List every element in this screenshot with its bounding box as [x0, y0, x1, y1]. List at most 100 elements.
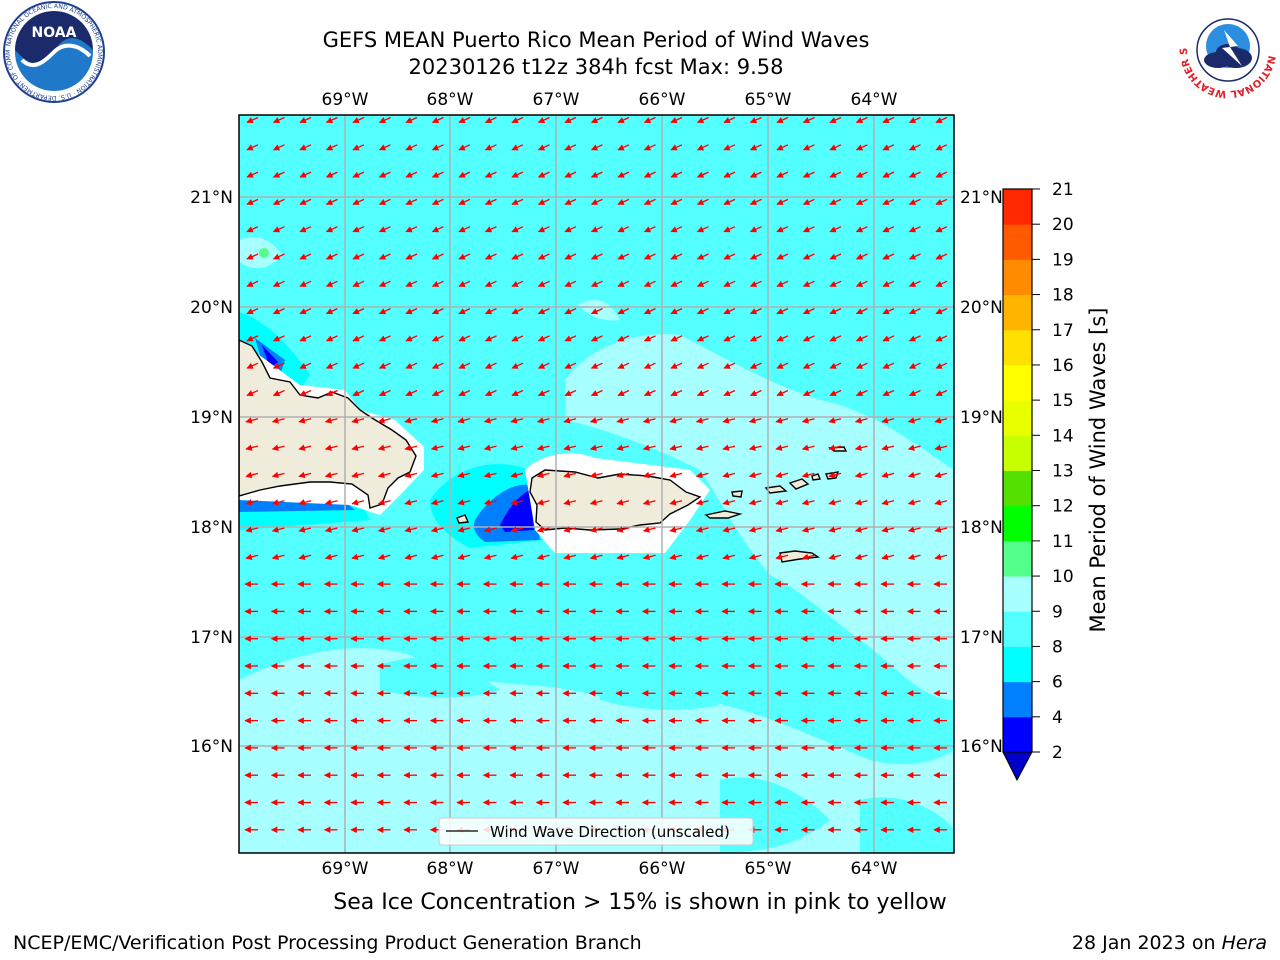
- wave-direction-arrow: [352, 198, 365, 205]
- wave-direction-arrow: [325, 335, 338, 342]
- wave-direction-arrow: [590, 280, 603, 287]
- colorbar-tick-label: 8: [1052, 637, 1063, 657]
- wave-direction-arrow: [642, 444, 656, 451]
- wave-direction-arrow: [272, 308, 285, 315]
- wave-direction-arrow: [617, 171, 630, 178]
- wave-direction-arrow: [643, 280, 656, 287]
- colorbar-tick-label: 10: [1052, 567, 1074, 587]
- wave-direction-arrow: [695, 526, 709, 533]
- wave-direction-arrow: [537, 198, 550, 205]
- colorbar-tick-label: 19: [1052, 250, 1074, 270]
- wave-direction-arrow: [616, 526, 630, 533]
- wave-direction-arrow: [483, 553, 497, 561]
- wave-direction-arrow: [854, 417, 868, 424]
- wave-direction-arrow: [882, 253, 895, 260]
- colorbar-tick-label: 11: [1052, 532, 1074, 552]
- colorbar-cell: [1003, 294, 1032, 331]
- wave-direction-arrow: [855, 308, 868, 315]
- wave-direction-arrow: [458, 362, 471, 369]
- wave-direction-arrow: [537, 362, 550, 369]
- wave-direction-arrow: [696, 389, 709, 397]
- wave-direction-arrow: [404, 444, 418, 451]
- wave-direction-arrow: [776, 226, 789, 233]
- wave-direction-arrow: [511, 198, 524, 205]
- wave-direction-arrow: [722, 471, 736, 479]
- wave-direction-arrow: [617, 226, 630, 233]
- wave-direction-arrow: [749, 116, 762, 124]
- wave-direction-arrow: [246, 253, 259, 260]
- wave-direction-arrow: [325, 144, 338, 151]
- wave-direction-arrow: [617, 198, 630, 205]
- wave-direction-arrow: [617, 389, 630, 397]
- wave-direction-arrow: [458, 144, 471, 151]
- lon-label-bottom: 64°W: [851, 859, 898, 879]
- wave-direction-arrow: [324, 417, 338, 424]
- wave-direction-arrow: [564, 116, 577, 124]
- wave-direction-arrow: [935, 335, 948, 342]
- wave-direction-arrow: [670, 171, 683, 178]
- wave-direction-arrow: [881, 553, 895, 561]
- wave-direction-arrow: [776, 198, 789, 205]
- wave-direction-arrow: [563, 526, 577, 533]
- wave-direction-arrow: [377, 471, 391, 479]
- wave-direction-arrow: [589, 499, 603, 506]
- wave-direction-arrow: [828, 417, 842, 424]
- lat-label-left: 19°N: [190, 408, 233, 428]
- wave-direction-arrow: [377, 499, 391, 506]
- wave-direction-arrow: [881, 499, 895, 506]
- wave-direction-arrow: [378, 335, 391, 342]
- wave-direction-arrow: [882, 116, 895, 124]
- wave-direction-arrow: [564, 308, 577, 315]
- wind-wave-arrows: [244, 116, 948, 834]
- wave-direction-arrow: [723, 198, 736, 205]
- footer-date-text: 28 Jan 2023 on: [1071, 932, 1222, 954]
- wave-direction-arrow: [590, 308, 603, 315]
- wave-direction-arrow: [696, 171, 709, 178]
- wave-direction-arrow: [563, 417, 577, 424]
- wave-direction-arrow: [828, 526, 842, 533]
- wave-direction-arrow: [801, 417, 815, 424]
- wave-direction-arrow: [378, 362, 391, 369]
- wave-direction-arrow: [935, 116, 948, 124]
- period-9-10s-spot: [259, 248, 269, 258]
- wave-direction-arrow: [829, 198, 842, 205]
- wave-direction-arrow: [696, 144, 709, 151]
- wave-direction-arrow: [802, 116, 815, 124]
- lon-label-top: 67°W: [533, 90, 580, 110]
- wave-direction-arrow: [589, 471, 603, 479]
- wave-direction-arrow: [246, 116, 259, 124]
- wave-direction-arrow: [271, 444, 285, 451]
- wave-direction-arrow: [802, 335, 815, 342]
- wave-direction-arrow: [907, 499, 921, 506]
- wave-direction-arrow: [802, 144, 815, 151]
- wave-direction-arrow: [325, 362, 338, 369]
- lon-label-bottom: 68°W: [427, 859, 474, 879]
- wave-direction-arrow: [882, 335, 895, 342]
- wave-direction-arrow: [723, 280, 736, 287]
- period-under-2s-regions: [262, 345, 534, 532]
- wave-direction-arrow: [616, 444, 630, 451]
- wave-direction-arrow: [511, 362, 524, 369]
- wave-direction-arrow: [907, 471, 921, 479]
- wave-direction-arrow: [935, 171, 948, 178]
- wave-direction-arrow: [430, 471, 444, 479]
- wave-direction-arrow: [352, 335, 365, 342]
- colorbar-cell: [1003, 364, 1032, 401]
- wave-direction-arrow: [723, 144, 736, 151]
- wave-direction-arrow: [324, 471, 338, 479]
- map-plot-area: Wind Wave Direction (unscaled): [239, 115, 954, 853]
- wave-direction-arrow: [564, 389, 577, 397]
- wave-direction-arrow: [616, 553, 630, 561]
- lon-label-top: 69°W: [322, 90, 369, 110]
- wave-direction-arrow: [405, 253, 418, 260]
- wave-direction-arrow: [643, 335, 656, 342]
- wave-direction-arrow: [882, 144, 895, 151]
- wave-direction-arrow: [484, 308, 497, 315]
- wave-direction-arrow: [934, 553, 948, 561]
- wave-direction-arrow: [908, 308, 921, 315]
- wave-direction-arrow: [324, 526, 338, 533]
- wave-direction-arrow: [378, 226, 391, 233]
- wave-direction-arrow: [563, 499, 577, 506]
- wave-direction-arrow: [298, 553, 312, 561]
- wave-direction-arrow: [536, 553, 550, 561]
